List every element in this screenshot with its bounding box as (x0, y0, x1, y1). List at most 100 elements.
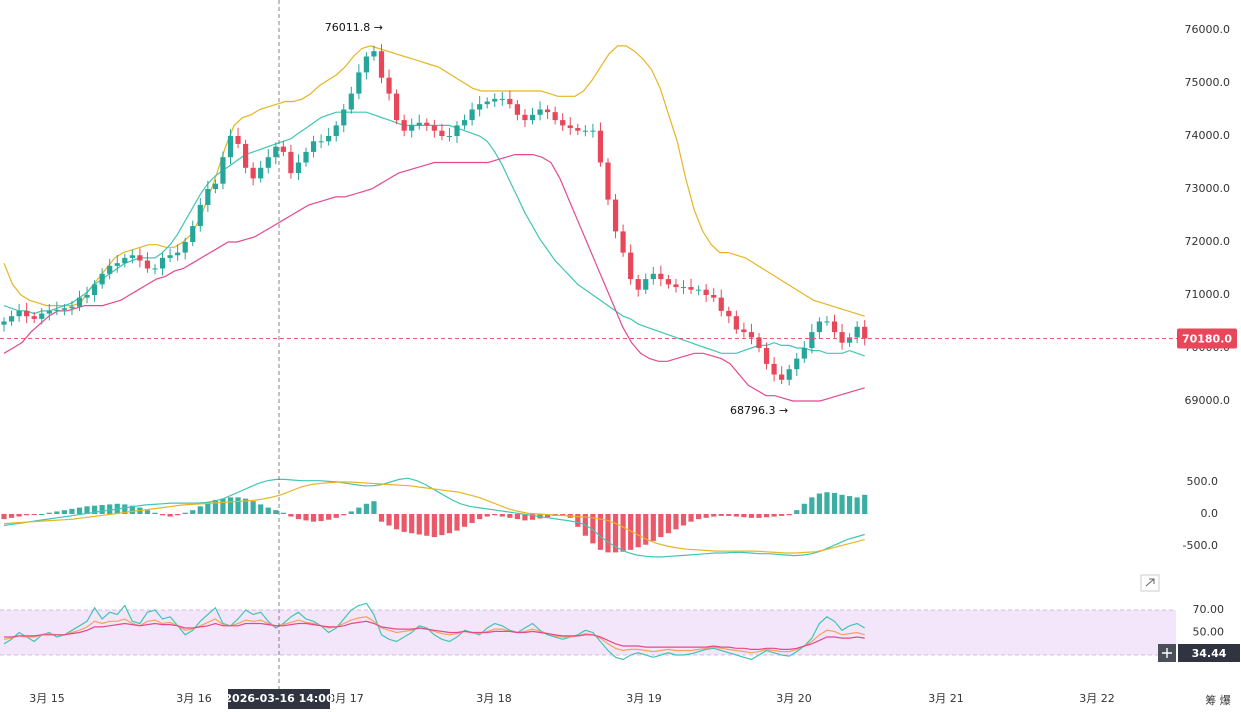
macd-histogram-bar (748, 514, 755, 518)
rsi-value-badge (1178, 644, 1240, 662)
candle-body (446, 136, 453, 137)
macd-histogram-bar (31, 514, 37, 515)
plus-icon (1162, 648, 1172, 658)
macd-histogram-bar (409, 514, 415, 534)
candle-body (439, 130, 445, 136)
macd-histogram-bar (46, 512, 52, 514)
macd-histogram-bar (76, 507, 83, 514)
candle-body (129, 255, 135, 258)
macd-histogram-bar (363, 503, 369, 514)
candle-body (386, 77, 392, 94)
macd-histogram-bar (628, 514, 634, 550)
candle-body (431, 125, 437, 131)
macd-histogram-bar (484, 514, 490, 517)
candle-body (529, 114, 536, 121)
macd-histogram-bar (643, 514, 649, 545)
candle-body (8, 316, 15, 322)
candle-body (348, 93, 354, 110)
macd-histogram-bar (288, 514, 294, 517)
macd-histogram-bar (356, 507, 362, 514)
candle-body (99, 273, 105, 285)
macd-histogram-bar (159, 514, 166, 516)
time-axis-tick: 3月 15 (29, 692, 65, 705)
macd-histogram-bar (605, 514, 611, 553)
macd-axis-tick: 0.0 (1201, 507, 1219, 520)
macd-histogram-bar (461, 514, 468, 527)
price-axis-tick: 76000.0 (1185, 23, 1231, 36)
candle-body (356, 72, 362, 94)
candle-body (733, 316, 739, 330)
macd-histogram-bar (809, 497, 815, 514)
macd-histogram-bar (545, 514, 551, 518)
macd-histogram-bar (824, 492, 830, 514)
candle-body (824, 321, 830, 323)
candle-body (567, 125, 573, 129)
time-axis-tick: 3月 20 (776, 692, 812, 705)
macd-histogram-bar (507, 514, 513, 518)
candle-body (303, 151, 309, 163)
candle-body (703, 289, 709, 295)
candle-body (688, 287, 694, 290)
macd-histogram-bar (862, 494, 868, 514)
candle-body (273, 146, 279, 158)
macd-histogram-bar (258, 504, 264, 514)
candle-body (318, 141, 324, 143)
candle-body (680, 287, 687, 289)
candle-body (341, 109, 347, 126)
macd-histogram-bar (152, 512, 158, 514)
candle-body (227, 136, 234, 158)
candle-body (461, 120, 468, 126)
boll-upper-line (3, 45, 865, 317)
candle-body (650, 273, 656, 280)
candle-body (31, 316, 37, 319)
macd-histogram-bar (303, 514, 309, 521)
candle-body (575, 128, 581, 131)
candle-body (605, 162, 611, 200)
macd-histogram-bar (756, 514, 762, 518)
macd-histogram-bar (847, 496, 853, 514)
price-axis-tick: 69000.0 (1185, 394, 1231, 407)
candle-body (673, 284, 679, 288)
time-axis-tick: 3月 19 (626, 692, 662, 705)
candle-body (258, 167, 264, 179)
candle-body (243, 143, 249, 168)
candle-body (16, 310, 22, 317)
macd-histogram-bar (295, 514, 302, 520)
macd-histogram-bar (348, 511, 354, 514)
macd-histogram-bar (92, 505, 98, 514)
macd-histogram-bar (84, 506, 90, 514)
candle-body (235, 136, 241, 144)
macd-histogram-bar (378, 514, 385, 522)
crosshair-time-badge (228, 689, 330, 709)
candle-body (107, 265, 113, 274)
macd-histogram-bar (280, 512, 286, 514)
macd-histogram-bar (394, 514, 400, 530)
macd-histogram-bar (597, 514, 604, 550)
candle-body (371, 51, 377, 57)
macd-histogram-bar (341, 514, 347, 516)
candle-body (560, 120, 566, 126)
candle-body (492, 98, 498, 102)
candle-body (24, 310, 30, 317)
candle-body (816, 321, 822, 333)
candle-body (484, 101, 490, 105)
candle-body (643, 279, 649, 290)
candle-body (499, 98, 505, 100)
candle-body (212, 183, 218, 189)
candle-body (537, 109, 543, 115)
macd-histogram-bar (492, 514, 498, 516)
candle-body (779, 374, 785, 380)
candle-body (190, 226, 196, 242)
macd-histogram-bar (61, 510, 67, 514)
macd-histogram-bar (54, 511, 60, 514)
macd-histogram-bar (107, 504, 113, 514)
candle-body (658, 273, 664, 280)
rsi-axis-tick: 70.00 (1193, 603, 1225, 616)
macd-histogram-bar (771, 514, 777, 517)
macd-histogram-bar (779, 514, 785, 516)
rsi-fast-line (3, 602, 866, 661)
macd-histogram-bar (711, 514, 717, 517)
candle-body (477, 104, 483, 110)
candle-body (726, 310, 732, 317)
